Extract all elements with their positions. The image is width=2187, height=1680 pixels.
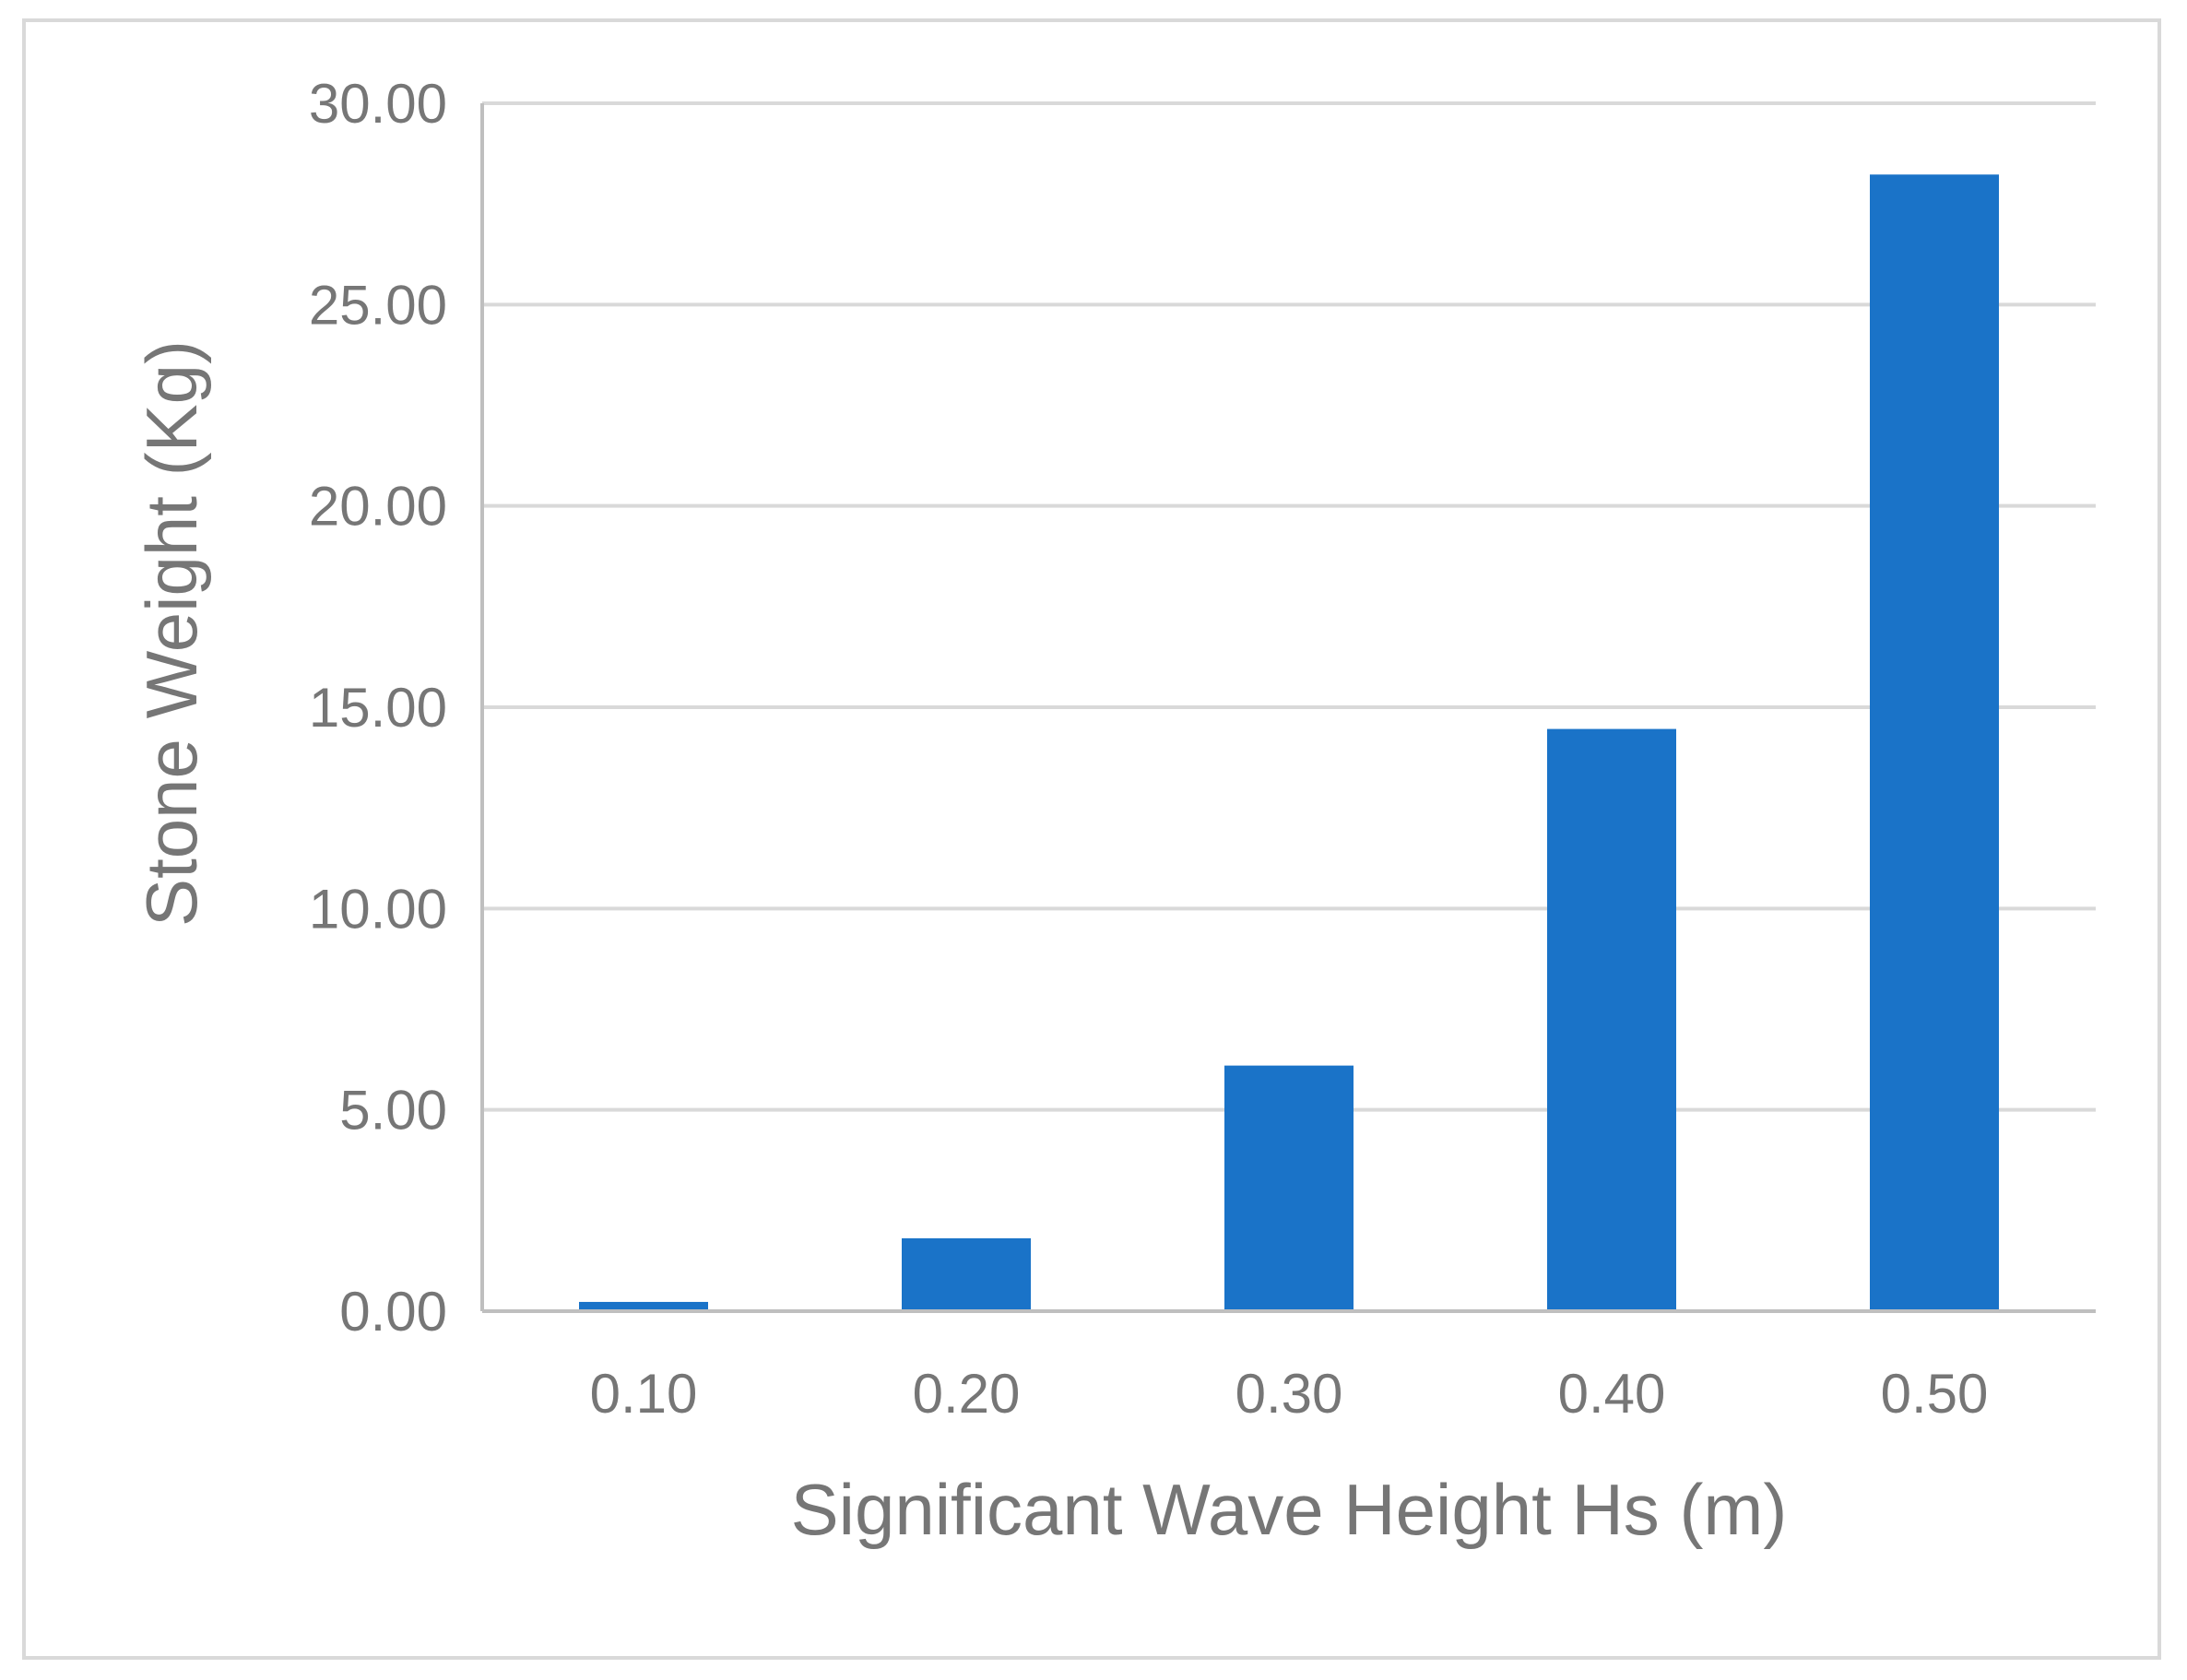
gridlines — [482, 101, 2096, 1112]
x-tick-label: 0.50 — [1881, 1363, 1989, 1425]
y-tick-label: 10.00 — [309, 878, 447, 940]
y-axis-title: Stone Weight (Kg) — [131, 340, 212, 927]
bar — [579, 1301, 708, 1311]
y-tick-label: 15.00 — [309, 677, 447, 739]
x-tick-label: 0.30 — [1235, 1363, 1343, 1425]
x-tick-label: 0.40 — [1558, 1363, 1666, 1425]
y-tick-labels: 0.00 5.00 10.00 15.00 20.00 25.00 30.00 — [309, 73, 447, 1343]
x-tick-labels: 0.10 0.20 0.30 0.40 0.50 — [590, 1363, 1989, 1425]
bar — [902, 1237, 1031, 1311]
x-tick-label: 0.20 — [913, 1363, 1021, 1425]
axes — [480, 103, 2096, 1313]
y-tick-label: 30.00 — [309, 73, 447, 135]
y-tick-label: 0.00 — [339, 1281, 447, 1343]
y-tick-label: 5.00 — [339, 1080, 447, 1142]
y-tick-label: 20.00 — [309, 476, 447, 538]
x-tick-label: 0.10 — [590, 1363, 698, 1425]
y-tick-label: 25.00 — [309, 274, 447, 336]
bar — [1547, 728, 1676, 1311]
bars — [579, 174, 1999, 1311]
x-axis-title: Significant Wave Height Hs (m) — [791, 1469, 1788, 1550]
bar — [1870, 174, 1999, 1311]
chart-frame: 0.00 5.00 10.00 15.00 20.00 25.00 30.00 0.10 0.… — [22, 18, 2161, 1660]
bar — [1224, 1065, 1354, 1311]
